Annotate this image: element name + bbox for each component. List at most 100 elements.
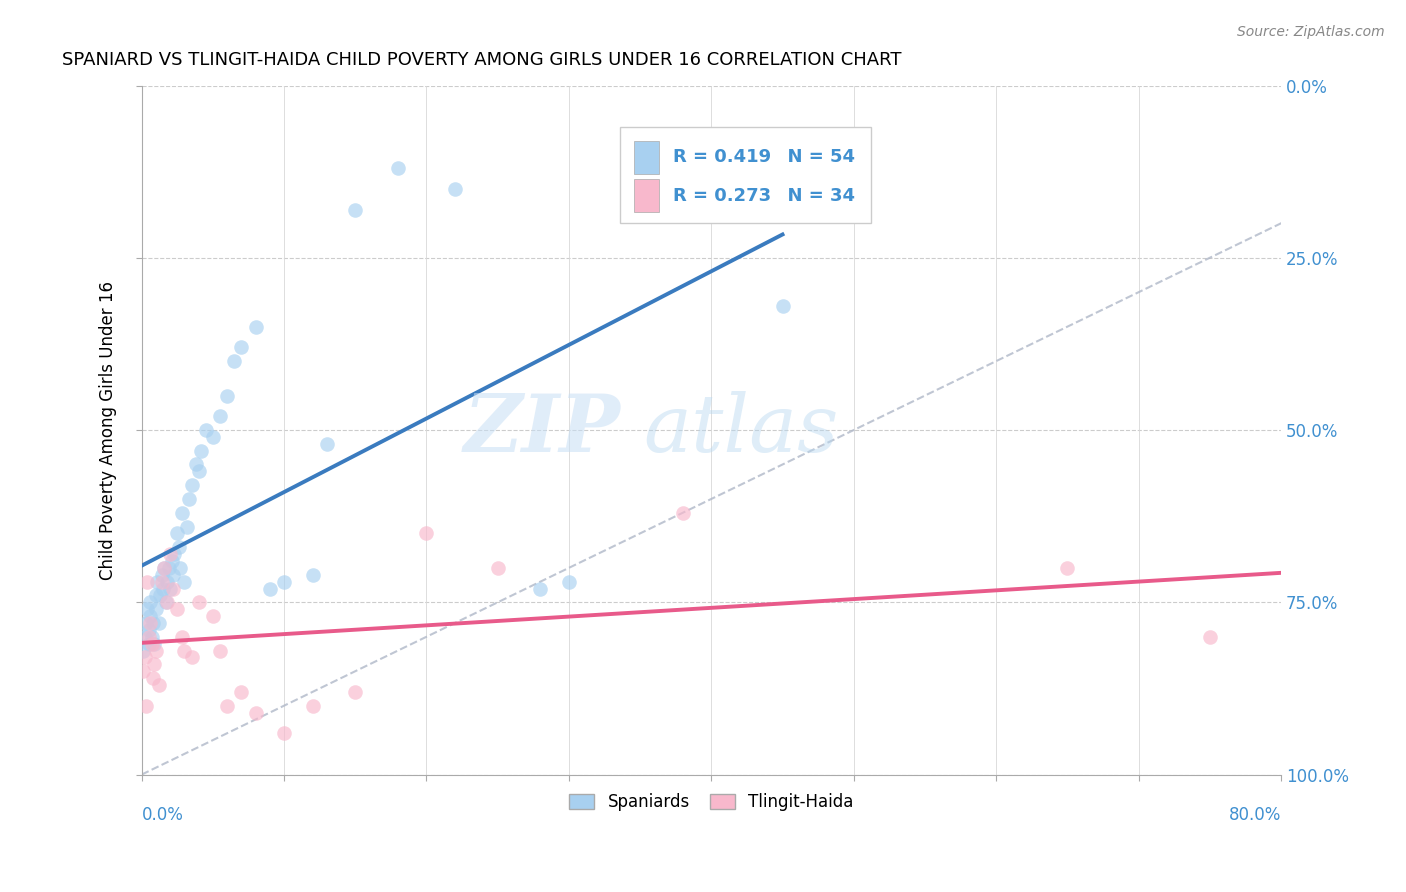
Point: [142, 671, 165, 685]
Point: [301, 698, 323, 713]
Point: [170, 506, 193, 520]
Point: [486, 561, 509, 575]
Bar: [634, 141, 659, 174]
Point: [529, 582, 551, 596]
Point: [194, 423, 217, 437]
Point: [139, 595, 162, 609]
Point: [231, 685, 253, 699]
Point: [150, 574, 173, 589]
Point: [208, 409, 231, 424]
Point: [180, 478, 202, 492]
Point: [187, 464, 209, 478]
Point: [159, 547, 181, 561]
Text: R = 0.273: R = 0.273: [672, 186, 770, 205]
Point: [141, 630, 163, 644]
Point: [135, 615, 157, 630]
Point: [145, 589, 167, 603]
Point: [273, 726, 295, 740]
Point: [176, 519, 198, 533]
Point: [259, 582, 281, 596]
Legend: Spaniards, Tlingit-Haida: Spaniards, Tlingit-Haida: [562, 787, 860, 818]
Text: ZIP: ZIP: [464, 392, 620, 469]
Point: [145, 643, 167, 657]
Point: [170, 630, 193, 644]
Point: [224, 354, 246, 368]
Point: [245, 319, 267, 334]
Point: [162, 582, 184, 596]
Point: [173, 574, 195, 589]
Point: [163, 547, 186, 561]
Point: [1198, 630, 1220, 644]
Point: [135, 698, 157, 713]
Text: N = 34: N = 34: [775, 186, 855, 205]
Point: [157, 561, 180, 575]
Point: [180, 650, 202, 665]
Point: [139, 609, 162, 624]
Point: [245, 706, 267, 720]
Point: [138, 637, 160, 651]
Point: [134, 630, 156, 644]
Point: [160, 554, 183, 568]
Point: [273, 574, 295, 589]
Text: SPANIARD VS TLINGIT-HAIDA CHILD POVERTY AMONG GIRLS UNDER 16 CORRELATION CHART: SPANIARD VS TLINGIT-HAIDA CHILD POVERTY …: [62, 51, 901, 69]
Point: [415, 526, 437, 541]
Point: [141, 637, 163, 651]
Point: [167, 540, 190, 554]
Point: [558, 574, 581, 589]
Point: [138, 630, 160, 644]
Bar: [620, 127, 870, 223]
Text: R = 0.419: R = 0.419: [672, 148, 770, 166]
Point: [184, 458, 207, 472]
Text: Source: ZipAtlas.com: Source: ZipAtlas.com: [1237, 25, 1385, 39]
Point: [201, 430, 224, 444]
Point: [231, 340, 253, 354]
Point: [344, 685, 367, 699]
Point: [201, 609, 224, 624]
Point: [132, 643, 155, 657]
Point: [136, 602, 159, 616]
Point: [217, 388, 239, 402]
Point: [315, 437, 337, 451]
Text: N = 54: N = 54: [775, 148, 855, 166]
Point: [155, 595, 177, 609]
Point: [1056, 561, 1078, 575]
Point: [146, 574, 169, 589]
Point: [156, 574, 179, 589]
Point: [149, 589, 172, 603]
Point: [344, 202, 367, 217]
Point: [143, 657, 166, 672]
Point: [143, 637, 166, 651]
Point: [301, 567, 323, 582]
Point: [153, 561, 176, 575]
Point: [166, 602, 188, 616]
Point: [139, 615, 162, 630]
Point: [153, 561, 176, 575]
Point: [156, 595, 179, 609]
Point: [387, 161, 409, 176]
Point: [169, 561, 191, 575]
Point: [159, 582, 181, 596]
Point: [132, 664, 155, 678]
Point: [152, 582, 174, 596]
Point: [150, 567, 173, 582]
Point: [217, 698, 239, 713]
Text: atlas: atlas: [643, 392, 838, 469]
Point: [134, 650, 156, 665]
Point: [444, 182, 467, 196]
Point: [148, 615, 170, 630]
Point: [177, 491, 200, 506]
Text: 0.0%: 0.0%: [142, 805, 184, 823]
Point: [162, 567, 184, 582]
Point: [166, 526, 188, 541]
Point: [138, 623, 160, 637]
Bar: [634, 179, 659, 212]
Point: [145, 602, 167, 616]
Point: [148, 678, 170, 692]
Point: [136, 574, 159, 589]
Y-axis label: Child Poverty Among Girls Under 16: Child Poverty Among Girls Under 16: [100, 281, 117, 580]
Point: [190, 443, 212, 458]
Point: [173, 643, 195, 657]
Point: [208, 643, 231, 657]
Text: 80.0%: 80.0%: [1229, 805, 1281, 823]
Point: [187, 595, 209, 609]
